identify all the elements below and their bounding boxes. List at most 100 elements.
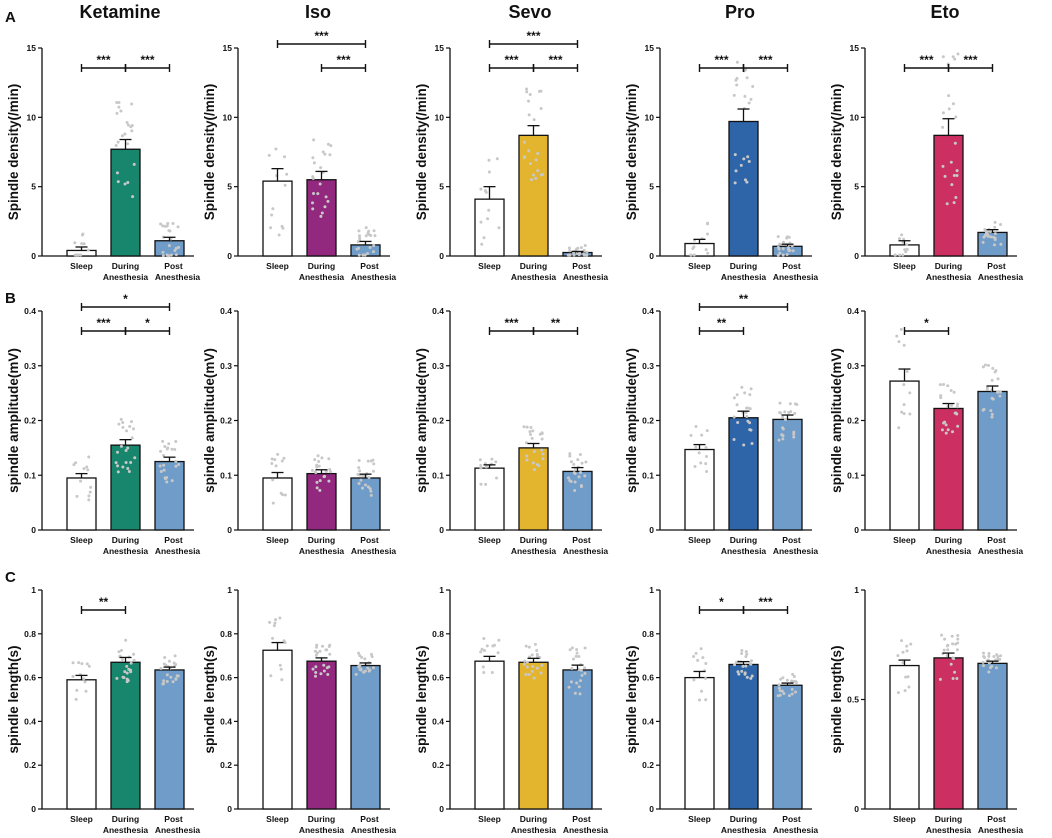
x-tick-label: Anesthesia bbox=[773, 825, 819, 835]
x-tick-label: Post bbox=[782, 535, 801, 545]
data-point bbox=[131, 195, 135, 199]
data-point bbox=[941, 164, 945, 168]
data-point bbox=[280, 459, 284, 463]
data-point bbox=[956, 424, 960, 428]
data-point bbox=[789, 410, 793, 414]
data-point bbox=[366, 459, 370, 463]
y-tick-label: 0 bbox=[227, 251, 232, 261]
y-tick-label: 0.8 bbox=[642, 629, 654, 639]
sig-label: * bbox=[145, 316, 150, 330]
data-point bbox=[326, 673, 330, 676]
data-point bbox=[573, 472, 577, 476]
data-point bbox=[794, 690, 798, 694]
data-point bbox=[902, 343, 906, 347]
data-point bbox=[693, 464, 697, 468]
x-tick-label: Anesthesia bbox=[978, 825, 1024, 835]
chart-b-iso: 0 0.1 0.2 0.3 0.4 spindle amplitude(mV) Sleep D… bbox=[202, 306, 396, 556]
data-point bbox=[735, 83, 739, 87]
data-point bbox=[734, 78, 738, 82]
x-tick-label: Sleep bbox=[266, 261, 289, 271]
data-point bbox=[173, 654, 177, 658]
data-point bbox=[315, 465, 319, 469]
data-point bbox=[573, 488, 577, 492]
data-point bbox=[165, 673, 169, 677]
data-point bbox=[121, 465, 125, 469]
data-point bbox=[165, 679, 169, 683]
data-point bbox=[575, 648, 579, 652]
data-point bbox=[267, 153, 271, 157]
data-point bbox=[568, 454, 572, 458]
data-point bbox=[320, 456, 324, 460]
data-point bbox=[987, 661, 991, 665]
y-tick-label: 10 bbox=[850, 112, 860, 122]
data-point bbox=[790, 692, 794, 696]
x-tick-label: During bbox=[520, 814, 547, 824]
x-tick-label: Post bbox=[360, 814, 379, 824]
data-point bbox=[367, 229, 371, 233]
data-point bbox=[982, 235, 986, 239]
data-point bbox=[315, 486, 319, 490]
data-point bbox=[357, 466, 361, 470]
data-point bbox=[778, 242, 782, 246]
data-point bbox=[896, 654, 900, 658]
chart-c-pro: 0 0.2 0.4 0.6 0.8 1 spindle length(s) Sleep Duri… bbox=[624, 585, 818, 835]
data-point bbox=[314, 665, 318, 669]
y-tick-label: 0.3 bbox=[24, 361, 36, 371]
sig-label: * bbox=[719, 595, 724, 609]
x-tick-label: Anesthesia bbox=[773, 546, 819, 556]
x-tick-label: During bbox=[308, 261, 335, 271]
sig-label: *** bbox=[548, 53, 562, 67]
bar-post bbox=[772, 684, 803, 810]
x-tick-label: Post bbox=[782, 814, 801, 824]
data-point bbox=[777, 686, 781, 690]
bar-during bbox=[306, 660, 337, 810]
bar-sleep bbox=[262, 649, 293, 810]
x-tick-label: During bbox=[730, 261, 757, 271]
data-point bbox=[268, 620, 272, 624]
data-point bbox=[527, 673, 531, 677]
column-title-pro: Pro bbox=[725, 2, 755, 22]
data-point bbox=[117, 650, 121, 654]
data-point bbox=[531, 665, 535, 669]
data-point bbox=[523, 155, 527, 159]
data-point bbox=[132, 658, 136, 662]
data-point bbox=[312, 191, 316, 195]
data-point bbox=[327, 665, 331, 669]
data-point bbox=[369, 493, 373, 497]
data-point bbox=[779, 677, 783, 681]
data-point bbox=[117, 101, 121, 105]
data-point bbox=[732, 396, 736, 400]
data-point bbox=[75, 688, 79, 692]
data-point bbox=[704, 462, 708, 466]
y-tick-label: 0.4 bbox=[24, 306, 36, 316]
data-point bbox=[950, 430, 954, 434]
data-point bbox=[981, 240, 985, 244]
data-point bbox=[746, 419, 750, 423]
data-point bbox=[745, 675, 749, 679]
data-point bbox=[532, 676, 536, 680]
data-point bbox=[129, 125, 133, 129]
data-point bbox=[531, 429, 535, 433]
data-point bbox=[120, 134, 124, 138]
data-point bbox=[358, 663, 362, 667]
data-point bbox=[495, 157, 499, 161]
data-point bbox=[271, 478, 275, 482]
data-point bbox=[897, 237, 901, 241]
data-point bbox=[282, 456, 286, 460]
data-point bbox=[540, 437, 544, 441]
data-point bbox=[949, 388, 953, 392]
data-point bbox=[981, 651, 985, 655]
data-point bbox=[532, 449, 536, 453]
data-point bbox=[125, 677, 129, 681]
y-tick-label: 0 bbox=[439, 804, 444, 814]
bar-post bbox=[977, 662, 1008, 810]
data-point bbox=[570, 666, 574, 670]
data-point bbox=[584, 460, 588, 464]
y-tick-label: 15 bbox=[850, 43, 860, 53]
y-tick-label: 0.5 bbox=[847, 695, 859, 705]
y-tick-label: 0.6 bbox=[220, 673, 232, 683]
data-point bbox=[494, 460, 498, 464]
chart-c-ketamine: 0 0.2 0.4 0.6 0.8 1 spindle length(s) Sleep Duri… bbox=[6, 585, 200, 835]
bar-post bbox=[350, 664, 381, 810]
data-point bbox=[172, 661, 176, 665]
